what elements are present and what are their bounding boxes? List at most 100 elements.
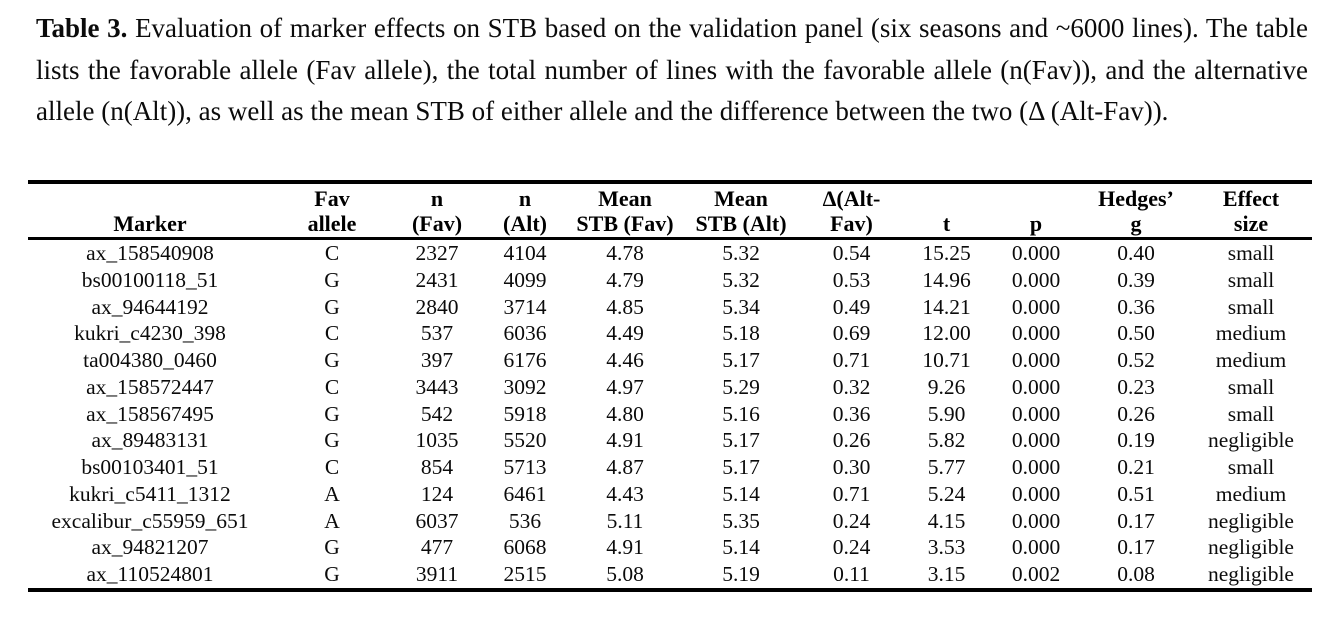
table-cell: 536 [508, 508, 542, 533]
column-header-p: p [990, 182, 1082, 240]
table-cell: 0.000 [1011, 401, 1061, 426]
table-cell: 3.15 [927, 562, 966, 586]
table-cell: 397 [420, 348, 454, 372]
header-line2: Marker [113, 211, 187, 236]
marker-cell: ta004380_0460 [83, 348, 217, 372]
header-line2: allele [307, 211, 357, 236]
table-cell: 6036 [503, 321, 547, 346]
table-row: ta004380_0460 G 397 6176 4.46 5.17 0.71 10.71 0.… [28, 347, 1312, 374]
table-cell: 5.14 [722, 535, 760, 560]
table-cell: 0.69 [832, 321, 871, 346]
table-cell: 3443 [415, 374, 459, 399]
table-cell: 4.97 [606, 374, 644, 399]
table-cell: 0.000 [1011, 428, 1061, 453]
marker-cell: bs00100118_51 [81, 267, 219, 292]
table-cell: 4.91 [606, 535, 644, 560]
header-row: Marker Fav allele n (Fav) n (Alt) Mean STB (… [28, 182, 1312, 240]
table-cell: small [1227, 241, 1275, 265]
table-cell: 0.000 [1011, 348, 1061, 372]
column-header-fav-allele: Fav allele [272, 182, 392, 240]
table-cell: C [324, 374, 340, 399]
table-cell: 0.17 [1117, 535, 1155, 560]
table-cell: 0.36 [832, 401, 871, 426]
table-cell: 3911 [415, 562, 459, 586]
table-cell: 4099 [503, 267, 547, 292]
table-cell: 0.19 [1117, 428, 1155, 453]
column-header-marker: Marker [28, 182, 272, 240]
table-cell: small [1227, 374, 1275, 399]
table-row: ax_89483131 G 1035 5520 4.91 5.17 0.26 5.82 0.00… [28, 427, 1312, 454]
table-cell: 0.23 [1117, 374, 1155, 399]
table-cell: 5.18 [722, 321, 760, 346]
table-cell: C [324, 241, 340, 265]
table-cell: 5520 [503, 428, 547, 453]
header-line2: size [1233, 211, 1269, 236]
table-cell: 5.82 [927, 428, 966, 453]
table-row: ax_94644192 G 2840 3714 4.85 5.34 0.49 14.21 0.0… [28, 294, 1312, 321]
table-cell: medium [1215, 481, 1287, 506]
column-header-mean-stb-alt: Mean STB (Alt) [682, 182, 800, 240]
table-cell: 5.29 [722, 374, 760, 399]
table-cell: 6461 [503, 481, 547, 506]
table-cell: G [324, 294, 340, 319]
table-cell: 0.000 [1011, 481, 1061, 506]
header-line2: g [1130, 211, 1142, 236]
table-cell: 4.49 [606, 321, 644, 346]
marker-cell: ax_110524801 [86, 562, 214, 586]
table-cell: 5.16 [722, 401, 760, 426]
table-cell: 12.00 [922, 321, 971, 346]
table-cell: 5.17 [722, 428, 760, 453]
table-cell: 5.32 [722, 241, 760, 265]
table-cell: 5.24 [927, 481, 966, 506]
table-cell: medium [1215, 348, 1287, 372]
table-cell: G [324, 562, 340, 586]
table-cell: 0.36 [1117, 294, 1155, 319]
marker-cell: kukri_c5411_1312 [69, 481, 231, 506]
table-cell: C [324, 321, 340, 346]
marker-cell: excalibur_c55959_651 [51, 508, 249, 533]
table-row: kukri_c5411_1312 A 124 6461 4.43 5.14 0.71 5.24… [28, 481, 1312, 508]
table-cell: 5.90 [927, 401, 966, 426]
header-line1: Mean [714, 186, 768, 211]
table-cell: 0.24 [832, 508, 871, 533]
table-cell: 0.17 [1117, 508, 1155, 533]
table-cell: 0.000 [1011, 294, 1061, 319]
marker-cell: bs00103401_51 [81, 455, 219, 479]
header-line1: Fav [314, 186, 350, 211]
table-cell: 14.96 [922, 267, 971, 292]
table-cell: 5.77 [927, 455, 966, 479]
table-cell: negligible [1208, 562, 1294, 586]
table-row: ax_110524801 G 3911 2515 5.08 5.19 0.11 3.15 0.0… [28, 561, 1312, 590]
table-cell: 542 [420, 401, 454, 426]
column-header-effect-size: Effect size [1190, 182, 1312, 240]
header-line2: t [942, 211, 951, 236]
table-cell: 0.08 [1117, 562, 1155, 586]
caption-text: Evaluation of marker effects on STB base… [36, 13, 1308, 126]
table-cell: 2840 [415, 294, 459, 319]
table-row: bs00103401_51 C 854 5713 4.87 5.17 0.30 5.77 0.0… [28, 454, 1312, 481]
table-cell: 0.000 [1011, 267, 1061, 292]
table-cell: negligible [1208, 428, 1294, 453]
table-cell: A [324, 508, 340, 533]
marker-effects-table: Marker Fav allele n (Fav) n (Alt) Mean STB (… [28, 180, 1312, 592]
table-cell: 537 [420, 321, 454, 346]
table-cell: 5.11 [606, 508, 644, 533]
table-cell: 5.34 [722, 294, 760, 319]
table-row: ax_94821207 G 477 6068 4.91 5.14 0.24 3.53 0.000… [28, 534, 1312, 561]
table-cell: 10.71 [922, 348, 971, 372]
table-cell: 124 [420, 481, 454, 506]
marker-cell: ax_158540908 [86, 241, 214, 265]
header-line1: Δ(Alt- [822, 186, 881, 211]
table-cell: small [1227, 401, 1275, 426]
table-row: excalibur_c55959_651 A 6037 536 5.11 5.35 0.24… [28, 508, 1312, 535]
table-cell: 0.11 [833, 562, 870, 586]
table-cell: 9.26 [927, 374, 966, 399]
table-cell: 0.000 [1011, 321, 1061, 346]
header-line2: STB (Alt) [695, 211, 787, 236]
table-cell: 0.26 [832, 428, 871, 453]
table-cell: 5.17 [722, 455, 760, 479]
table-cell: 6068 [503, 535, 547, 560]
table-cell: 4104 [503, 241, 547, 265]
header-line1: Effect [1222, 186, 1280, 211]
